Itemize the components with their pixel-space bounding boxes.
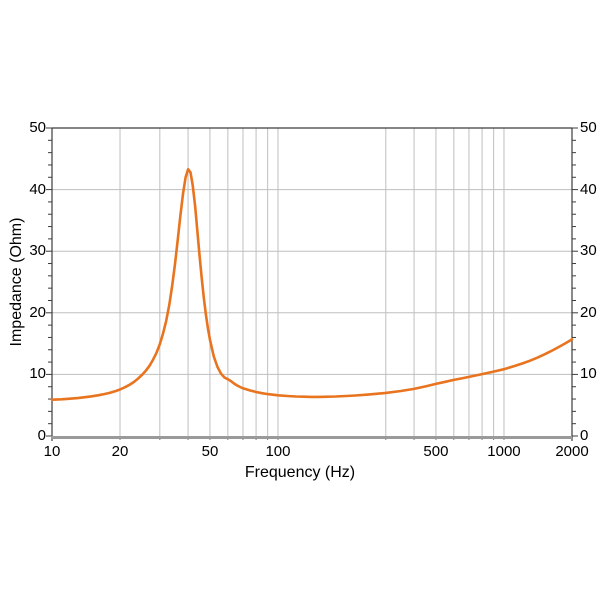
x-tick-label: 500 — [423, 443, 449, 460]
y-tick-label-right: 30 — [580, 242, 597, 260]
y-tick-label-left: 50 — [29, 119, 46, 136]
x-tick-label: 10 — [43, 443, 61, 460]
x-axis-title: Frequency (Hz) — [244, 464, 356, 481]
y-tick-label-right: 40 — [580, 180, 597, 198]
x-tick-label: 50 — [201, 443, 219, 460]
impedance-curve — [50, 168, 574, 402]
y-tick-label-left: 20 — [29, 303, 46, 321]
y-tick-label-left: 0 — [37, 427, 46, 444]
y-tick-label-right: 0 — [580, 427, 589, 444]
x-tick-label: 100 — [265, 443, 291, 460]
y-axis-title: Impedance (Ohm) — [8, 217, 25, 347]
x-tick-label: 20 — [111, 443, 129, 460]
y-tick-label-right: 50 — [580, 119, 597, 136]
x-tick-label: 2000 — [555, 443, 589, 460]
y-tick-label-right: 10 — [580, 365, 597, 383]
y-tick-label-left: 30 — [29, 242, 46, 260]
y-tick-label-left: 40 — [29, 180, 46, 198]
y-tick-label-right: 20 — [580, 303, 597, 321]
y-tick-label-left: 10 — [29, 365, 46, 383]
x-tick-label: 1000 — [487, 443, 521, 460]
